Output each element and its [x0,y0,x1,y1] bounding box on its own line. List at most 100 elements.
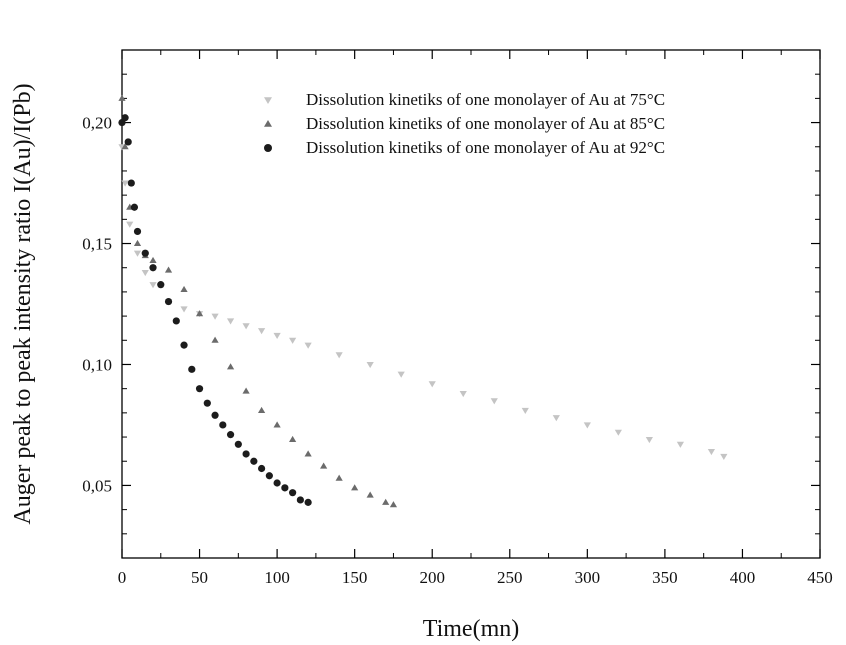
y-tick-label: 0,20 [82,114,112,133]
x-tick-label: 0 [118,568,127,587]
data-point [490,398,498,405]
data-point [281,484,289,492]
legend-entry-1: Dissolution kinetiks of one monolayer of… [306,90,665,109]
data-point [583,422,591,429]
legend-marker-1 [264,97,272,104]
data-point [250,457,258,465]
y-tick-label: 0,10 [82,355,112,374]
data-point [141,249,149,257]
x-tick-label: 450 [807,568,833,587]
data-point [521,407,529,415]
data-point [366,361,374,369]
data-point [645,436,653,444]
data-point [211,336,219,343]
y-tick-label: 0,15 [82,235,112,254]
data-point [121,180,129,187]
data-point [242,450,250,458]
data-point [118,94,126,101]
x-tick-label: 250 [497,568,523,587]
data-point [428,381,436,388]
data-point [366,491,374,498]
data-point [121,114,129,122]
data-point [180,285,188,293]
data-point [180,341,188,349]
data-point [195,385,204,393]
data-point [126,221,134,228]
data-point [219,421,227,429]
data-point [234,440,242,448]
data-point [149,282,157,289]
axis-ticks [121,50,821,558]
data-point [552,415,560,422]
data-point [164,266,173,273]
data-point [121,143,129,150]
data-point [335,474,343,481]
data-point [133,239,142,247]
data-point [304,450,312,457]
data-point [351,484,359,491]
data-point [273,332,281,340]
series-2-points [118,94,398,508]
data-point [289,489,297,497]
x-tick-label: 100 [264,568,290,587]
data-point [127,179,135,187]
data-point [676,441,684,448]
data-point [273,479,281,487]
data-point [304,498,312,506]
data-point [459,390,467,398]
data-point [133,227,142,236]
data-point [133,250,142,257]
data-point [149,256,157,263]
data-point [124,138,132,146]
data-point [289,337,297,344]
data-point [397,371,405,378]
legend-marker-2 [264,120,272,127]
data-point [211,411,219,419]
data-point [188,365,196,373]
legend: Dissolution kinetiks of one monolayer of… [264,90,665,157]
data-point [273,421,281,428]
legend-entry-3: Dissolution kinetiks of one monolayer of… [306,138,665,157]
data-points [118,94,728,508]
data-point [203,399,211,407]
data-point [258,328,266,335]
data-point [226,363,235,370]
data-point [242,323,250,330]
y-tick-label: 0,05 [82,476,112,495]
data-point [258,406,266,413]
data-point [141,270,149,277]
data-point [149,264,157,272]
data-point [614,429,622,436]
x-tick-label: 150 [342,568,368,587]
y-axis-label: Auger peak to peak intensity ratio I(Au)… [10,83,36,524]
data-point [157,281,165,289]
data-point [226,431,235,439]
legend-entry-2: Dissolution kinetiks of one monolayer of… [306,114,665,133]
x-axis-label: Time(mn) [423,616,519,642]
data-point [296,496,304,504]
data-point [304,342,312,349]
series-3-points [118,114,312,506]
data-point [335,352,343,359]
data-point [265,472,273,480]
axis-tick-labels: 0 50 100 150 200 250 300 350 400 450 0,05 0,10 0,15 0… [82,114,833,587]
data-point [242,387,250,394]
data-point [172,317,180,325]
series-1-points [118,144,728,460]
x-tick-label: 50 [191,568,208,587]
data-point [389,501,398,508]
data-point [720,453,728,460]
x-tick-label: 200 [419,568,445,587]
data-point [382,498,390,505]
data-point [707,449,716,456]
x-tick-label: 300 [575,568,601,587]
data-point [195,310,204,317]
data-point [130,203,139,211]
legend-marker-3 [264,144,272,152]
x-tick-label: 400 [730,568,756,587]
data-point [226,318,235,325]
data-point [289,435,297,442]
x-tick-label: 350 [652,568,678,587]
data-point [258,464,266,473]
